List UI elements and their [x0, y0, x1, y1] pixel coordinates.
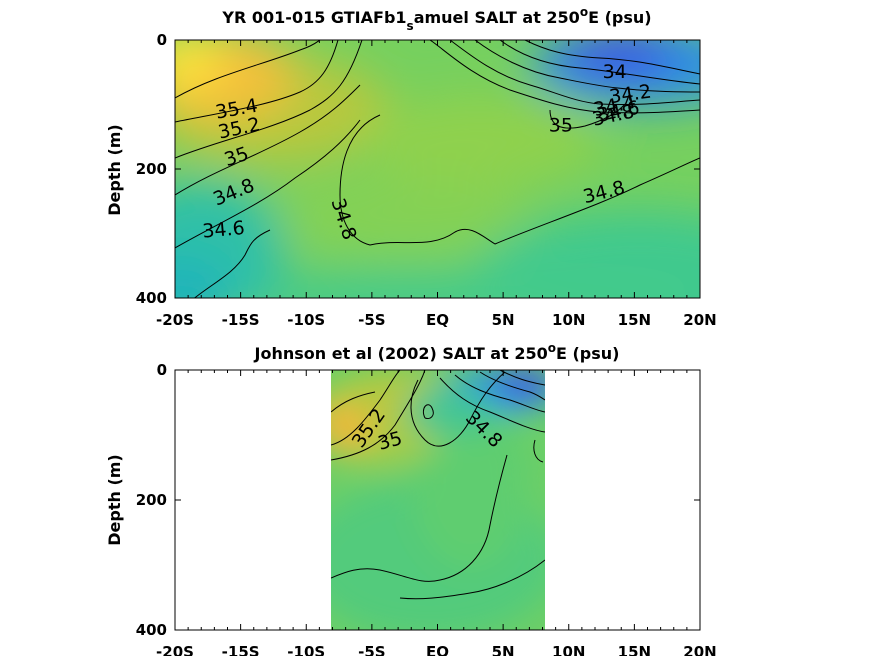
top-x-tick-label: 5N	[492, 311, 515, 329]
top-x-tick-label: 10N	[552, 311, 585, 329]
top-contour-lines	[175, 40, 700, 298]
bottom-x-tick-label: -5S	[358, 643, 385, 656]
bottom-y-tick-label: 400	[136, 621, 167, 639]
bottom-panel: Johnson et al (2002) SALT at 250oE (psu)	[105, 341, 717, 656]
top-y-tick-label: 400	[136, 289, 167, 307]
bottom-x-tick-label: 15N	[618, 643, 651, 656]
top-contour-label: 34.6	[201, 217, 245, 243]
top-x-tick-label: -15S	[222, 311, 260, 329]
top-y-tick-label: 200	[136, 160, 167, 178]
top-x-tick-label: EQ	[426, 311, 449, 329]
bottom-x-tick-label: -10S	[287, 643, 325, 656]
top-panel: YR 001-015 GTIAFb1samuel SALT at 250oE (…	[105, 5, 717, 329]
top-x-tick-label: -10S	[287, 311, 325, 329]
bottom-y-tick-label: 0	[157, 361, 167, 379]
top-ticks: -20S -15S -10S -5S EQ 5N 10N 15N 20N 0 200 400	[136, 31, 717, 329]
bottom-y-tick-label: 200	[136, 491, 167, 509]
top-x-tick-label: -20S	[156, 311, 194, 329]
top-x-tick-label: -5S	[358, 311, 385, 329]
bottom-salinity-field: 35.235 34.8	[331, 370, 545, 630]
bottom-contour-lines	[331, 370, 545, 600]
bottom-x-tick-label: 20N	[683, 643, 716, 656]
bottom-x-tick-label: -15S	[222, 643, 260, 656]
bottom-ticks: -20S -15S -10S -5S EQ 5N 10N 15N 20N 0 200 400	[136, 361, 717, 656]
bottom-panel-title: Johnson et al (2002) SALT at 250oE (psu)	[254, 341, 620, 363]
top-x-tick-label: 15N	[618, 311, 651, 329]
top-panel-title: YR 001-015 GTIAFb1samuel SALT at 250oE (…	[221, 5, 651, 33]
top-y-axis-label: Depth (m)	[105, 124, 124, 216]
bottom-y-axis-label: Depth (m)	[105, 454, 124, 546]
bottom-x-tick-label: 10N	[552, 643, 585, 656]
top-x-tick-label: 20N	[683, 311, 716, 329]
bottom-x-tick-label: -20S	[156, 643, 194, 656]
top-y-tick-label: 0	[157, 31, 167, 49]
top-contour-label: 34	[603, 61, 627, 83]
top-contour-label: 35	[549, 114, 573, 136]
bottom-x-tick-label: EQ	[426, 643, 449, 656]
bottom-x-tick-label: 5N	[492, 643, 515, 656]
